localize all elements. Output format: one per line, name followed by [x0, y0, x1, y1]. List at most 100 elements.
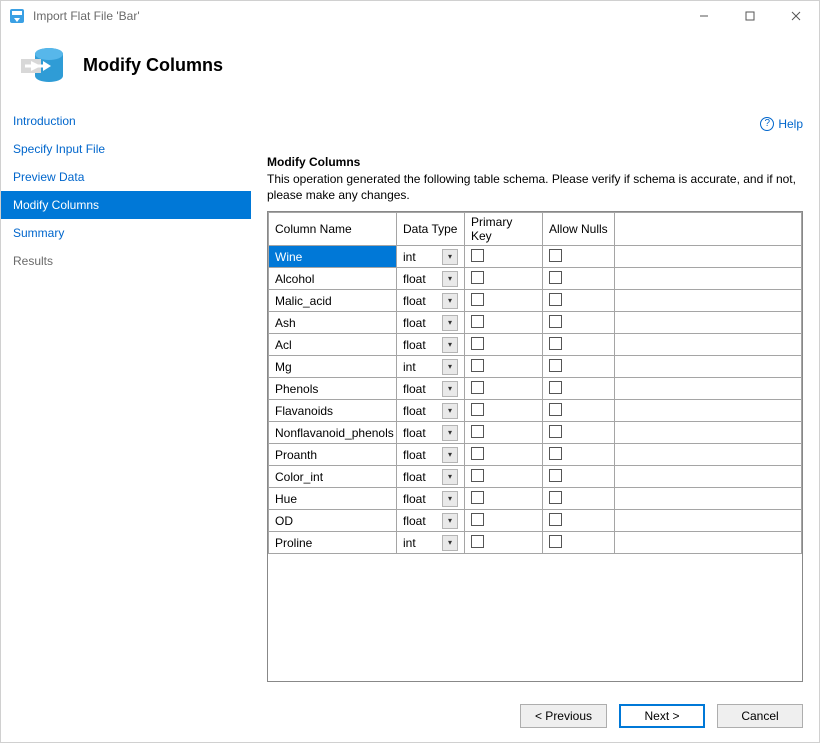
cell-column-name[interactable]: Malic_acid [269, 290, 397, 312]
cell-data-type[interactable]: float▾ [397, 466, 465, 488]
cell-primary-key[interactable] [465, 400, 543, 422]
header-allow-nulls[interactable]: Allow Nulls [543, 213, 615, 246]
table-row[interactable]: Prolineint▾ [269, 532, 802, 554]
table-row[interactable]: Wineint▾ [269, 246, 802, 268]
cell-data-type[interactable]: float▾ [397, 378, 465, 400]
cell-primary-key[interactable] [465, 312, 543, 334]
cell-data-type[interactable]: float▾ [397, 312, 465, 334]
close-button[interactable] [773, 1, 819, 31]
cell-allow-nulls[interactable] [543, 290, 615, 312]
checkbox-icon[interactable] [471, 535, 484, 548]
header-primary-key[interactable]: Primary Key [465, 213, 543, 246]
table-row[interactable]: Aclfloat▾ [269, 334, 802, 356]
table-row[interactable]: Ashfloat▾ [269, 312, 802, 334]
cell-data-type[interactable]: float▾ [397, 400, 465, 422]
checkbox-icon[interactable] [549, 469, 562, 482]
header-column-name[interactable]: Column Name [269, 213, 397, 246]
checkbox-icon[interactable] [549, 271, 562, 284]
table-row[interactable]: Phenolsfloat▾ [269, 378, 802, 400]
chevron-down-icon[interactable]: ▾ [442, 271, 458, 287]
nav-step[interactable]: Preview Data [1, 163, 251, 191]
cell-primary-key[interactable] [465, 378, 543, 400]
checkbox-icon[interactable] [471, 381, 484, 394]
checkbox-icon[interactable] [549, 447, 562, 460]
cell-primary-key[interactable] [465, 290, 543, 312]
cell-data-type[interactable]: int▾ [397, 532, 465, 554]
checkbox-icon[interactable] [549, 513, 562, 526]
chevron-down-icon[interactable]: ▾ [442, 447, 458, 463]
chevron-down-icon[interactable]: ▾ [442, 491, 458, 507]
checkbox-icon[interactable] [471, 447, 484, 460]
checkbox-icon[interactable] [471, 491, 484, 504]
next-button[interactable]: Next > [619, 704, 705, 728]
chevron-down-icon[interactable]: ▾ [442, 359, 458, 375]
checkbox-icon[interactable] [471, 403, 484, 416]
chevron-down-icon[interactable]: ▾ [442, 315, 458, 331]
checkbox-icon[interactable] [549, 249, 562, 262]
cell-data-type[interactable]: int▾ [397, 356, 465, 378]
table-row[interactable]: Color_intfloat▾ [269, 466, 802, 488]
nav-step[interactable]: Modify Columns [1, 191, 251, 219]
chevron-down-icon[interactable]: ▾ [442, 337, 458, 353]
table-row[interactable]: Alcoholfloat▾ [269, 268, 802, 290]
cell-column-name[interactable]: Flavanoids [269, 400, 397, 422]
cell-allow-nulls[interactable] [543, 466, 615, 488]
cell-primary-key[interactable] [465, 488, 543, 510]
chevron-down-icon[interactable]: ▾ [442, 535, 458, 551]
checkbox-icon[interactable] [471, 425, 484, 438]
checkbox-icon[interactable] [471, 271, 484, 284]
nav-step[interactable]: Summary [1, 219, 251, 247]
cell-primary-key[interactable] [465, 532, 543, 554]
nav-step[interactable]: Specify Input File [1, 135, 251, 163]
checkbox-icon[interactable] [549, 403, 562, 416]
cell-allow-nulls[interactable] [543, 444, 615, 466]
cancel-button[interactable]: Cancel [717, 704, 803, 728]
checkbox-icon[interactable] [549, 337, 562, 350]
cell-data-type[interactable]: float▾ [397, 290, 465, 312]
header-data-type[interactable]: Data Type [397, 213, 465, 246]
cell-allow-nulls[interactable] [543, 532, 615, 554]
cell-allow-nulls[interactable] [543, 312, 615, 334]
cell-data-type[interactable]: float▾ [397, 444, 465, 466]
checkbox-icon[interactable] [549, 293, 562, 306]
cell-column-name[interactable]: OD [269, 510, 397, 532]
cell-column-name[interactable]: Ash [269, 312, 397, 334]
previous-button[interactable]: < Previous [520, 704, 607, 728]
checkbox-icon[interactable] [471, 359, 484, 372]
help-link[interactable]: ? Help [760, 117, 803, 131]
checkbox-icon[interactable] [549, 381, 562, 394]
table-row[interactable]: Proanthfloat▾ [269, 444, 802, 466]
cell-column-name[interactable]: Acl [269, 334, 397, 356]
cell-allow-nulls[interactable] [543, 356, 615, 378]
minimize-button[interactable] [681, 1, 727, 31]
cell-column-name[interactable]: Phenols [269, 378, 397, 400]
table-row[interactable]: Malic_acidfloat▾ [269, 290, 802, 312]
cell-primary-key[interactable] [465, 356, 543, 378]
chevron-down-icon[interactable]: ▾ [442, 513, 458, 529]
cell-primary-key[interactable] [465, 246, 543, 268]
cell-column-name[interactable]: Mg [269, 356, 397, 378]
table-row[interactable]: Huefloat▾ [269, 488, 802, 510]
cell-allow-nulls[interactable] [543, 422, 615, 444]
cell-primary-key[interactable] [465, 466, 543, 488]
cell-data-type[interactable]: float▾ [397, 334, 465, 356]
cell-data-type[interactable]: float▾ [397, 422, 465, 444]
checkbox-icon[interactable] [549, 491, 562, 504]
cell-column-name[interactable]: Proanth [269, 444, 397, 466]
cell-allow-nulls[interactable] [543, 268, 615, 290]
chevron-down-icon[interactable]: ▾ [442, 249, 458, 265]
chevron-down-icon[interactable]: ▾ [442, 469, 458, 485]
cell-primary-key[interactable] [465, 444, 543, 466]
cell-data-type[interactable]: int▾ [397, 246, 465, 268]
table-row[interactable]: Flavanoidsfloat▾ [269, 400, 802, 422]
checkbox-icon[interactable] [549, 315, 562, 328]
table-row[interactable]: Mgint▾ [269, 356, 802, 378]
cell-data-type[interactable]: float▾ [397, 488, 465, 510]
cell-allow-nulls[interactable] [543, 246, 615, 268]
cell-column-name[interactable]: Nonflavanoid_phenols [269, 422, 397, 444]
cell-column-name[interactable]: Alcohol [269, 268, 397, 290]
cell-data-type[interactable]: float▾ [397, 268, 465, 290]
cell-primary-key[interactable] [465, 422, 543, 444]
cell-allow-nulls[interactable] [543, 488, 615, 510]
chevron-down-icon[interactable]: ▾ [442, 425, 458, 441]
